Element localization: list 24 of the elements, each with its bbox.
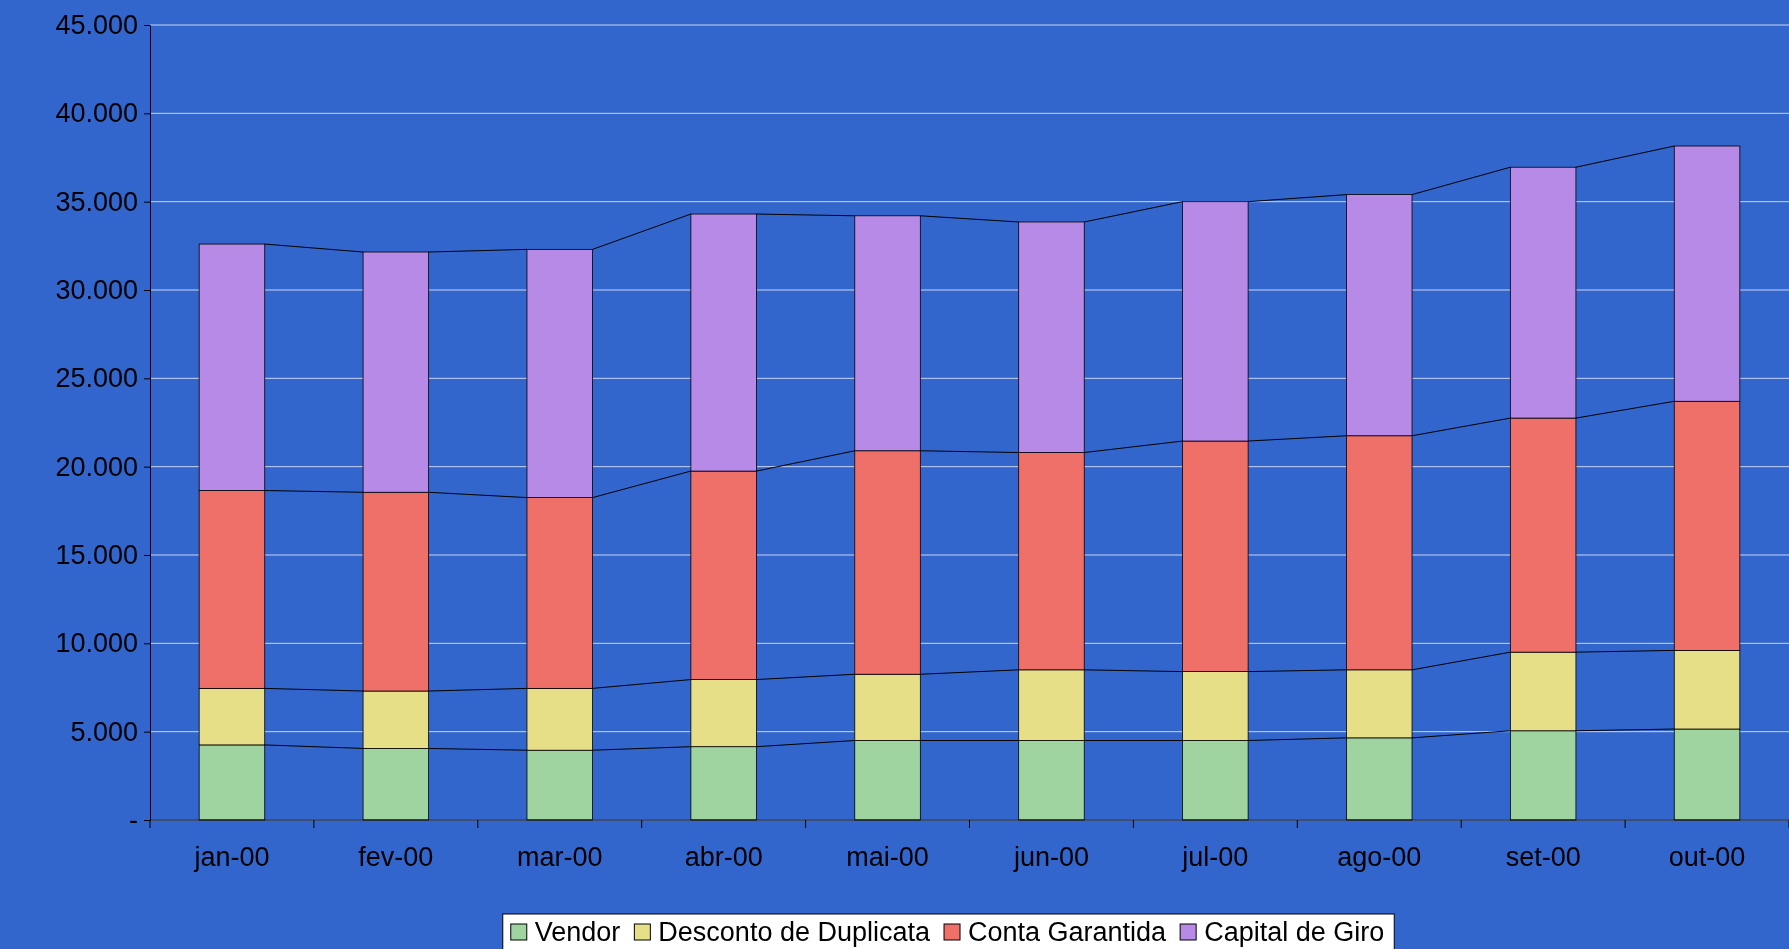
x-tick-label: ago-00 (1337, 842, 1422, 873)
x-tick-label: set-00 (1505, 842, 1581, 873)
y-tick-label: 20.000 (55, 451, 138, 482)
y-tick-label: 35.000 (55, 186, 138, 217)
legend-label: Desconto de Duplicata (658, 917, 931, 948)
y-tick-label: 15.000 (55, 540, 138, 571)
y-tick-label: - (129, 805, 138, 836)
x-tick-label: mai-00 (846, 842, 929, 873)
x-tick-label: out-00 (1668, 842, 1746, 873)
x-tick-label: jul-00 (1181, 842, 1249, 873)
y-tick-label: 10.000 (55, 628, 138, 659)
x-tick-label: jun-00 (1012, 842, 1089, 873)
y-tick-label: 30.000 (55, 275, 138, 306)
x-tick-label: mar-00 (516, 842, 603, 873)
legend-label: Capital de Giro (1204, 917, 1385, 948)
x-tick-label: fev-00 (358, 842, 434, 873)
y-tick-label: 25.000 (55, 363, 138, 394)
x-tick-label: abr-00 (684, 842, 763, 873)
legend-label: Vendor (534, 917, 621, 948)
legend-label: Conta Garantida (968, 917, 1168, 948)
x-tick-label: jan-00 (193, 842, 270, 873)
y-tick-label: 5.000 (70, 716, 138, 747)
y-tick-label: 40.000 (55, 98, 138, 129)
y-tick-label: 45.000 (55, 10, 138, 41)
